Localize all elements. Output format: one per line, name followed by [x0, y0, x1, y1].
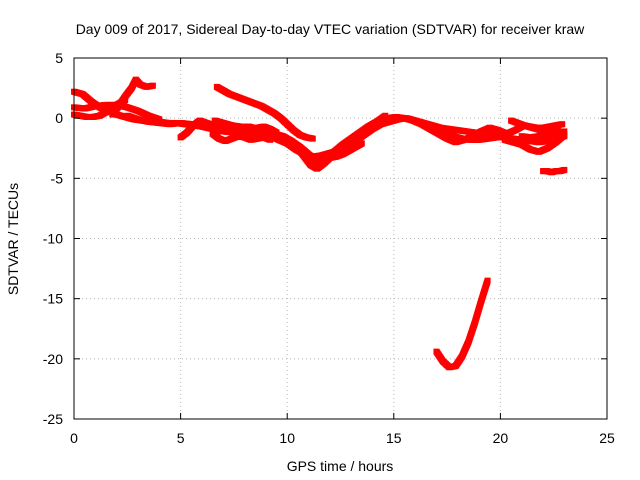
tick-marks: [73, 57, 608, 420]
data-point: [358, 140, 365, 147]
data-series: [508, 117, 566, 131]
y-axis-label: SDTVAR / TECUs: [5, 183, 21, 295]
data-point: [156, 116, 163, 123]
data-series: [540, 166, 568, 176]
data-series: [209, 130, 274, 145]
data-series: [518, 128, 568, 141]
data-point: [559, 121, 566, 128]
data-point: [149, 82, 156, 89]
data-layer: [71, 76, 568, 371]
x-tick-label: 15: [386, 430, 402, 446]
y-tick-label: -20: [43, 351, 63, 367]
data-series: [433, 277, 491, 371]
x-axis-label: GPS time / hours: [287, 458, 394, 474]
y-tick-label: -25: [43, 411, 63, 427]
y-tick-label: -5: [51, 170, 64, 186]
data-point: [267, 136, 274, 143]
y-tick-label: 5: [55, 50, 63, 66]
y-tick-label: -10: [43, 231, 63, 247]
chart-title: Day 009 of 2017, Sidereal Day-to-day VTE…: [76, 21, 585, 37]
y-tick-labels: 5 0 -5 -10 -15 -20 -25: [43, 50, 63, 427]
data-point: [484, 277, 491, 284]
x-tick-label: 5: [177, 430, 185, 446]
x-tick-label: 0: [70, 430, 78, 446]
x-tick-labels: 0 5 10 15 20 25: [70, 430, 615, 446]
x-tick-label: 25: [599, 430, 615, 446]
plot-frame: [73, 57, 608, 420]
x-tick-label: 20: [493, 430, 509, 446]
data-point: [309, 135, 316, 142]
data-series: [501, 132, 568, 155]
data-point: [561, 166, 568, 173]
data-point: [561, 132, 568, 139]
data-series: [109, 76, 156, 118]
y-tick-label: 0: [55, 110, 63, 126]
x-tick-label: 10: [279, 430, 295, 446]
data-point: [561, 128, 568, 135]
data-series: [213, 83, 316, 142]
y-tick-label: -15: [43, 291, 63, 307]
grid: [74, 58, 607, 419]
data-series: [288, 139, 365, 172]
